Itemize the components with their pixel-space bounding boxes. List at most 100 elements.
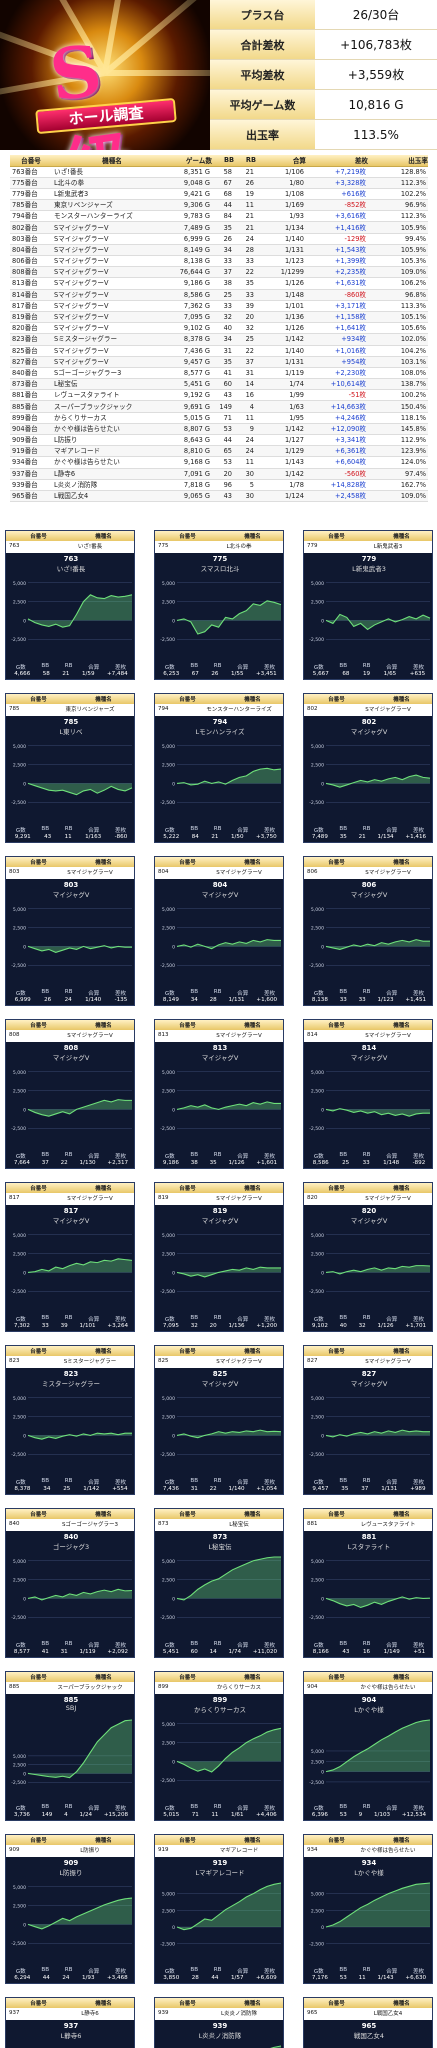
table-row[interactable]: 814番台 SマイジャグラーV 8,586 G 25 33 1/148 -860枚 96.8%	[10, 289, 428, 301]
card-big-number: 785	[63, 718, 79, 726]
table-row[interactable]: 873番台 L秘宝伝 5,451 G 60 14 1/74 +10,614枚 138.7%	[10, 378, 428, 391]
card-header-labels: 台番号 機種名	[155, 1346, 283, 1356]
machine-card[interactable]: 台番号 機種名 802 SマイジャグラーV 802 マイジャグV G数 BB RB 合算 差枚 7,4…	[303, 693, 433, 843]
stat-value: 37	[361, 1486, 369, 1492]
table-row[interactable]: 899番台 からくりサーカス 5,015 G 71 11 1/95 +4,246枚 118.1…	[10, 412, 428, 424]
table-row[interactable]: 904番台 かぐや様は告らせたい 8,807 G 53 9 1/142 +12,090枚 14…	[10, 423, 428, 436]
machine-card[interactable]: 台番号 機種名 806 SマイジャグラーV 806 マイジャグV G数 BB RB 合算 差枚 8,1…	[303, 856, 433, 1006]
stat-label: RB	[213, 1315, 222, 1321]
machine-card[interactable]: 台番号 機種名 885 スーパーブラックジャック 885 SBJ G数 BB RB 合算 差枚 3,7…	[5, 1671, 135, 1821]
card-stats: G数 BB RB 合算 差枚 9,186 38 35 1/126 +1,601	[155, 1152, 283, 1166]
table-row[interactable]: 817番台 SマイジャグラーV 7,362 G 33 39 1/101 +3,171枚 113…	[10, 300, 428, 312]
table-row[interactable]: 885番台 スーパーブラックジャック 9,691 G 149 4 1/63 +14,663枚…	[10, 400, 428, 413]
stat-label: RB	[64, 1152, 73, 1158]
machine-card[interactable]: 台番号 機種名 899 からくりサーカス 899 からくりサーカス G数 BB RB 合算 差枚 5,…	[154, 1671, 284, 1821]
machine-card[interactable]: 台番号 機種名 934 かぐや様は告らせたい 934 Lかぐや様 G数 BB RB 合算 差枚 7,1…	[303, 1834, 433, 1984]
stat-label: 合算	[88, 828, 100, 834]
table-row[interactable]: 827番台 SマイジャグラーV 9,457 G 35 37 1/131 +954枚 103.1…	[10, 356, 428, 368]
stat-value: 1/148	[383, 1160, 400, 1166]
machine-card[interactable]: 台番号 機種名 817 SマイジャグラーV 817 マイジャグV G数 BB RB 合算 差枚 7,3…	[5, 1182, 135, 1332]
machine-card[interactable]: 台番号 機種名 873 L秘宝伝 873 L秘宝伝 G数 BB RB 合算 差枚 5,451 60 14 1…	[154, 1508, 284, 1658]
stat-label: G数	[313, 1806, 324, 1812]
table-cell: 8,810 G	[172, 445, 212, 458]
card-title: 東京リベンジャーズ	[65, 707, 115, 713]
table-row[interactable]: 806番台 SマイジャグラーV 8,138 G 33 33 1/123 +1,399枚 105…	[10, 255, 428, 268]
machine-card[interactable]: 台番号 機種名 840 Sゴーゴージャグラー3 840 ゴージャグ3 G数 BB RB 合算 差枚 8…	[5, 1508, 135, 1658]
table-row[interactable]: 934番台 かぐや様は告らせたい 9,168 G 53 11 1/143 +6,604枚 12…	[10, 456, 428, 469]
payout-trend-chart: 5,000 2,500 0 -2,500	[309, 1070, 430, 1132]
table-cell: 9	[234, 423, 256, 436]
table-row[interactable]: 881番台 レヴュースタァライト 9,192 G 43 16 1/99 -51枚 100.2%	[10, 389, 428, 402]
stat-value: 24	[62, 1975, 70, 1981]
table-row[interactable]: 813番台 SマイジャグラーV 9,186 G 38 35 1/126 +1,631枚 106…	[10, 277, 428, 290]
table-row[interactable]: 820番台 SマイジャグラーV 9,102 G 40 32 1/126 +1,641枚 105…	[10, 322, 428, 335]
machine-card[interactable]: 台番号機種名937L静寺6937L静寺6G数BBRB合算差枚4,81620301…	[5, 1997, 135, 2048]
stat-value: +7,484	[107, 671, 128, 677]
y-tick-label: 0	[172, 618, 175, 624]
stat-value: +12,534	[401, 1812, 427, 1818]
stat-label: 合算	[237, 1643, 249, 1649]
stat-label: RB	[64, 1315, 73, 1321]
machine-card[interactable]: 台番号 機種名 763 いざ!番長 763 いざ!番長 G数 BB RB 合算 差枚 4,666 58 2…	[5, 530, 135, 680]
machine-card[interactable]: 台番号機種名939L炎炎ノ消防隊939L炎炎ノ消防隊G数BBRB合算差枚4,28…	[154, 1997, 284, 2048]
table-row[interactable]: 840番台 Sゴーゴージャグラー3 8,577 G 41 31 1/119 +2,230枚 1…	[10, 367, 428, 380]
machine-card[interactable]: 台番号 機種名 813 SマイジャグラーV 813 マイジャグV G数 BB RB 合算 差枚 9,1…	[154, 1019, 284, 1169]
stat-value: 5,015	[163, 1812, 180, 1818]
y-tick-label: 0	[172, 1596, 175, 1602]
machine-card[interactable]: 台番号 機種名 804 SマイジャグラーV 804 マイジャグV G数 BB RB 合算 差枚 8,1…	[154, 856, 284, 1006]
stat-label: G数	[164, 1317, 175, 1323]
table-row[interactable]: 909番台 L防振り 8,643 G 44 24 1/127 +3,341枚 112.9%	[10, 434, 428, 447]
stat-label: RB	[213, 1967, 222, 1973]
machine-card[interactable]: 台番号 機種名 775 L北斗の拳 775 スマスロ北斗 G数 BB RB 合算 差枚 6,253 67…	[154, 530, 284, 680]
machine-card[interactable]: 台番号機種名965L戦国乙女4965戦国乙女4G数BBRB合算差枚7,91143…	[303, 1997, 433, 2048]
label: 台番号	[328, 1512, 345, 1518]
machine-card[interactable]: 台番号 機種名 808 SマイジャグラーV 808 マイジャグV G数 BB RB 合算 差枚 7,6…	[5, 1019, 135, 1169]
table-cell: 44	[212, 434, 234, 447]
table-row[interactable]: 939番台 L炎炎ノ消防隊 7,818 G 96 5 1/78 +14,828枚 162.7%	[10, 479, 428, 491]
table-row[interactable]: 803番台 SマイジャグラーV 6,999 G 26 24 1/140 -129枚 99.4%	[10, 233, 428, 245]
machine-card[interactable]: 台番号 機種名 779 L新鬼武者3 779 L新鬼武者3 G数 BB RB 合算 差枚 5,667 6…	[303, 530, 433, 680]
table-row[interactable]: 965番台 L戦国乙女4 9,065 G 43 30 1/124 +2,458枚 109.0%	[10, 490, 428, 503]
machine-card[interactable]: 台番号 機種名 820 SマイジャグラーV 820 マイジャグV G数 BB RB 合算 差枚 9,1…	[303, 1182, 433, 1332]
machine-card[interactable]: 台番号 機種名 904 かぐや様は告らせたい 904 Lかぐや様 G数 BB RB 合算 差枚 6,3…	[303, 1671, 433, 1821]
payout-trend-chart: 5,000 2,500 0 -2,500	[309, 907, 430, 969]
table-row[interactable]: 808番台 SマイジャグラーV 76,644 G 37 22 1/1299 +2,235枚 1…	[10, 266, 428, 279]
card-caption: 965 戦国乙女4	[304, 2020, 432, 2040]
table-row[interactable]: 763番台 いざ!番長 8,351 G 58 21 1/106 +7,219枚 128.8%	[10, 166, 428, 178]
card-caption: 775 スマスロ北斗	[155, 553, 283, 573]
table-cell: 802番台	[10, 221, 52, 234]
table-row[interactable]: 785番台 東京リベンジャーズ 9,306 G 44 11 1/169 -852枚 96.9%	[10, 199, 428, 212]
table-row[interactable]: 804番台 SマイジャグラーV 8,149 G 34 28 1/131 +1,543枚 105…	[10, 244, 428, 257]
table-cell: 138.7%	[368, 378, 428, 391]
table-row[interactable]: 779番台 L新鬼武者3 9,421 G 68 19 1/108 +616枚 102.2%	[10, 188, 428, 201]
table-row[interactable]: 794番台 モンスターハンターライズ 9,783 G 84 21 1/93 +3,616枚 1…	[10, 210, 428, 223]
machine-card[interactable]: 台番号 機種名 881 レヴュースタァライト 881 Lスタァライト G数 BB RB 合算 差枚 8…	[303, 1508, 433, 1658]
stat-label: G数	[313, 1480, 324, 1486]
table-row[interactable]: 937番台 L静寺6 7,091 G 20 30 1/142 -560枚 97.4%	[10, 468, 428, 480]
card-machine-name: ミスタージャグラー	[41, 1380, 101, 1388]
table-row[interactable]: 919番台 マギアレコード 8,810 G 65 24 1/129 +6,361枚 123.9…	[10, 445, 428, 458]
stat-label: G数	[313, 1317, 324, 1323]
machine-card[interactable]: 台番号 機種名 814 SマイジャグラーV 814 マイジャグV G数 BB RB 合算 差枚 8,5…	[303, 1019, 433, 1169]
machine-card[interactable]: 台番号 機種名 909 L防振り 909 L防振り G数 BB RB 合算 差枚 6,294 44 24 1…	[5, 1834, 135, 1984]
machine-card[interactable]: 台番号 機種名 827 SマイジャグラーV 827 マイジャグV G数 BB RB 合算 差枚 9,4…	[303, 1345, 433, 1495]
stat-value: 68	[342, 671, 350, 677]
machine-card[interactable]: 台番号 機種名 919 マギアレコード 919 Lマギアレコード G数 BB RB 合算 差枚 3,8…	[154, 1834, 284, 1984]
machine-card[interactable]: 台番号 機種名 794 モンスターハンターライズ 794 Lモンハンライズ G数 BB RB 合算…	[154, 693, 284, 843]
table-cell: 9,691 G	[172, 400, 212, 413]
card-machine-name: Lスタァライト	[347, 1543, 391, 1551]
machine-card[interactable]: 台番号 機種名 823 Sミスタージャグラー 823 ミスタージャグラー G数 BB RB 合算 差…	[5, 1345, 135, 1495]
machine-card[interactable]: 台番号 機種名 825 SマイジャグラーV 825 マイジャグV G数 BB RB 合算 差枚 7,4…	[154, 1345, 284, 1495]
table-row[interactable]: 825番台 SマイジャグラーV 7,436 G 31 22 1/140 +1,016枚 104…	[10, 345, 428, 357]
machine-card[interactable]: 台番号 機種名 819 SマイジャグラーV 819 マイジャグV G数 BB RB 合算 差枚 7,0…	[154, 1182, 284, 1332]
table-row[interactable]: 775番台 L北斗の拳 9,048 G 67 26 1/80 +3,328枚 112.3%	[10, 177, 428, 189]
machine-card[interactable]: 台番号 機種名 803 SマイジャグラーV 803 マイジャグV G数 BB RB 合算 差枚 6,9…	[5, 856, 135, 1006]
table-row[interactable]: 802番台 SマイジャグラーV 7,489 G 35 21 1/134 +1,416枚 105…	[10, 221, 428, 234]
stat-label: RB	[362, 826, 371, 832]
table-row[interactable]: 823番台 Sミスタージャグラー 8,378 G 34 25 1/142 +934枚 102.…	[10, 333, 428, 346]
stat-value: 26	[211, 671, 219, 677]
y-tick-label: 5,000	[311, 744, 324, 750]
machine-card[interactable]: 台番号 機種名 785 東京リベンジャーズ 785 L東リベ G数 BB RB 合算 差枚 9,291…	[5, 693, 135, 843]
trend-line	[176, 1882, 282, 1931]
table-row[interactable]: 819番台 SマイジャグラーV 7,095 G 32 20 1/136 +1,158枚 105…	[10, 311, 428, 324]
